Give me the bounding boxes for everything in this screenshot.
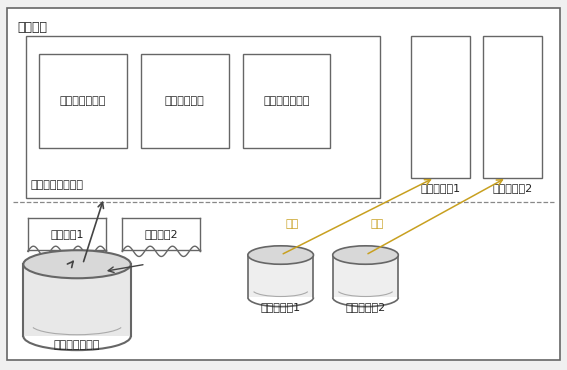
Ellipse shape xyxy=(248,246,314,264)
Ellipse shape xyxy=(333,246,399,264)
Bar xyxy=(243,54,331,148)
Bar xyxy=(141,54,229,148)
Text: 工作节点: 工作节点 xyxy=(18,21,48,34)
Text: 目标文件1: 目标文件1 xyxy=(50,229,83,239)
Text: 持久卷提供模块: 持久卷提供模块 xyxy=(60,96,106,106)
Bar xyxy=(26,36,380,198)
Text: 块存储设备1: 块存储设备1 xyxy=(261,302,301,312)
Text: 挂载: 挂载 xyxy=(285,219,299,229)
Text: 目标容器组1: 目标容器组1 xyxy=(420,183,460,193)
Text: 挂载: 挂载 xyxy=(370,219,383,229)
Text: 目标文件2: 目标文件2 xyxy=(145,229,178,239)
Bar xyxy=(28,218,106,249)
Bar xyxy=(39,54,127,148)
Bar xyxy=(411,36,470,178)
Bar xyxy=(248,255,314,297)
Text: 持久卷数据目录: 持久卷数据目录 xyxy=(54,340,100,350)
Text: 容量上报模块: 容量上报模块 xyxy=(165,96,205,106)
Text: 持久卷回收模块: 持久卷回收模块 xyxy=(264,96,310,106)
Bar xyxy=(23,264,131,336)
Text: 目标容器组2: 目标容器组2 xyxy=(492,183,532,193)
Bar xyxy=(333,255,399,297)
Bar xyxy=(483,36,542,178)
Bar xyxy=(122,218,200,249)
Text: 块存储设备2: 块存储设备2 xyxy=(345,302,386,312)
Text: 持久卷供应容器组: 持久卷供应容器组 xyxy=(31,180,84,190)
Ellipse shape xyxy=(23,250,131,278)
